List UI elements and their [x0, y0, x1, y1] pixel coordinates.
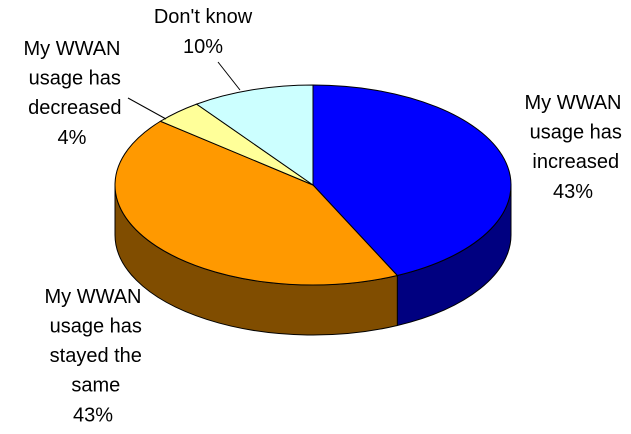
pie-slice: [312, 84, 512, 277]
slice-label: My WWAN usage has stayed the same: [44, 286, 142, 397]
value-label: 4%: [58, 127, 87, 149]
pie-tops: [114, 84, 512, 286]
value-label: 10%: [183, 36, 223, 58]
value-label: 43%: [73, 404, 113, 426]
leader-line: [217, 61, 241, 91]
slice-label: Don't know: [154, 6, 253, 28]
value-label: 43%: [553, 181, 593, 203]
pie-slice: [114, 120, 399, 286]
slice-label: My WWAN usage has decreased: [23, 38, 122, 119]
slice-label: My WWAN usage has increased: [524, 92, 622, 173]
leader-line: [127, 97, 167, 120]
pie-slice: [195, 84, 314, 186]
